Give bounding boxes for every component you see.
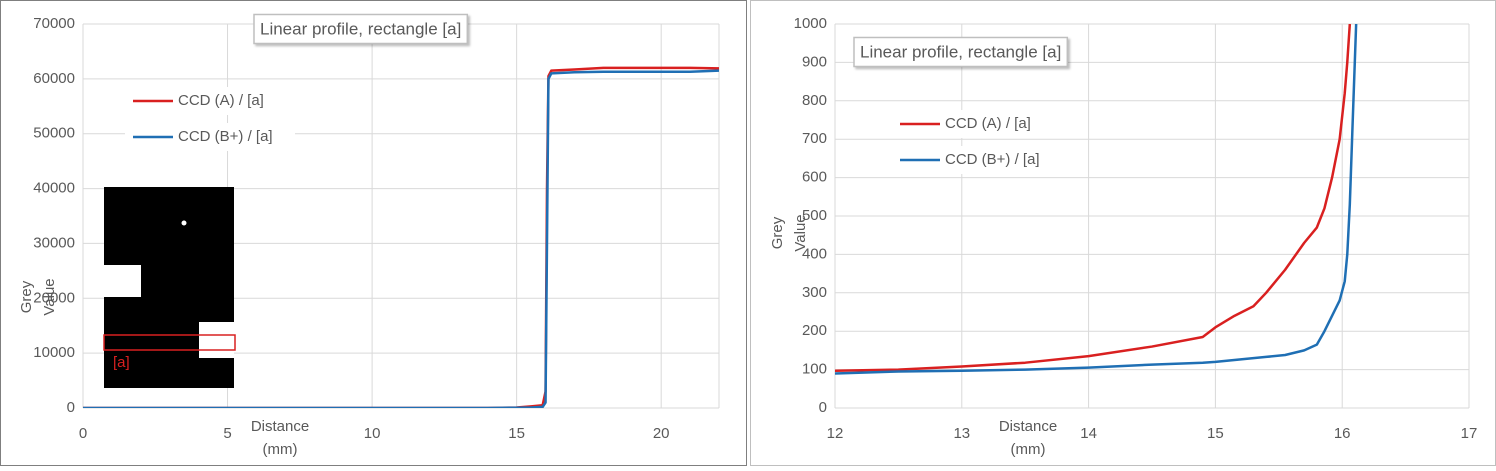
y-tick-label: 1000 xyxy=(794,15,827,32)
inset-roi xyxy=(103,334,236,351)
series-line xyxy=(83,69,719,408)
legend-label: CCD (B+) / [a] xyxy=(178,128,273,145)
x-tick-label: 20 xyxy=(653,425,670,442)
x-tick-label: 16 xyxy=(1334,425,1351,442)
annotation-text: Linear profile, rectangle [a] xyxy=(860,42,1061,61)
right-panel xyxy=(750,0,1496,466)
inset-white-block xyxy=(199,322,234,358)
legend-label: CCD (A) / [a] xyxy=(945,115,1031,132)
x-tick-label: 13 xyxy=(953,425,970,442)
y-tick-label: 200 xyxy=(802,322,827,339)
x-tick-label: 14 xyxy=(1080,425,1097,442)
y-tick-label: 100 xyxy=(802,361,827,378)
x-tick-label: 10 xyxy=(364,425,381,442)
y-tick-label: 500 xyxy=(802,207,827,224)
series-line xyxy=(835,24,1352,372)
inset-dot xyxy=(181,220,187,226)
y-tick-label: 20000 xyxy=(33,289,75,306)
y-tick-label: 600 xyxy=(802,169,827,186)
y-tick-label: 50000 xyxy=(33,125,75,142)
series-line xyxy=(835,24,1358,375)
inset-white-block xyxy=(104,265,141,297)
y-axis-label: Grey Value xyxy=(769,214,809,251)
x-tick-label: 12 xyxy=(827,425,844,442)
x-tick-label: 5 xyxy=(223,425,231,442)
x-tick-label: 0 xyxy=(79,425,87,442)
x-axis-label: Distance (mm) xyxy=(999,418,1057,458)
annotation-box xyxy=(253,13,469,45)
annotation-text: Linear profile, rectangle [a] xyxy=(260,19,461,38)
inset-label: [a] xyxy=(113,354,130,371)
y-tick-label: 60000 xyxy=(33,70,75,87)
y-tick-label: 70000 xyxy=(33,15,75,32)
x-tick-label: 15 xyxy=(1207,425,1224,442)
y-tick-label: 300 xyxy=(802,284,827,301)
y-tick-label: 900 xyxy=(802,53,827,70)
y-axis-label: Grey Value xyxy=(18,278,58,315)
y-tick-label: 10000 xyxy=(33,344,75,361)
x-tick-label: 17 xyxy=(1461,425,1478,442)
annotation: Linear profile, rectangle [a] xyxy=(253,13,469,45)
annotation-box xyxy=(853,36,1069,68)
y-tick-label: 30000 xyxy=(33,234,75,251)
y-tick-label: 800 xyxy=(802,92,827,109)
x-tick-label: 15 xyxy=(508,425,525,442)
x-axis-label: Distance (mm) xyxy=(251,418,309,458)
annotation: Linear profile, rectangle [a] xyxy=(853,36,1069,68)
legend-label: CCD (B+) / [a] xyxy=(945,151,1040,168)
y-tick-label: 400 xyxy=(802,245,827,262)
y-tick-label: 0 xyxy=(67,399,75,416)
y-tick-label: 40000 xyxy=(33,180,75,197)
legend-label: CCD (A) / [a] xyxy=(178,92,264,109)
y-tick-label: 700 xyxy=(802,130,827,147)
y-tick-label: 0 xyxy=(819,399,827,416)
